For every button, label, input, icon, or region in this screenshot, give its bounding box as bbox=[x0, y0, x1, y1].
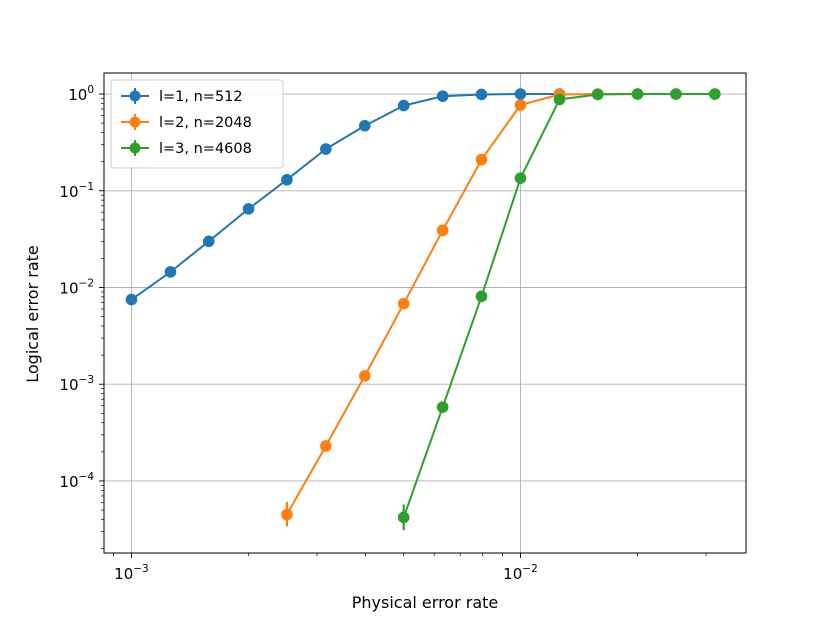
data-point bbox=[631, 88, 644, 100]
y-tick-label: 10−3 bbox=[59, 374, 94, 394]
legend-box bbox=[110, 79, 284, 169]
legend-swatch-marker bbox=[129, 90, 141, 102]
y-axis-label: Logical error rate bbox=[23, 245, 42, 382]
data-point bbox=[397, 511, 410, 524]
data-point bbox=[709, 88, 721, 100]
legend-label: l=3, n=4608 bbox=[159, 141, 252, 157]
x-axis-label: Physical error rate bbox=[352, 593, 499, 612]
data-point bbox=[281, 173, 293, 186]
y-tick-label: 10−1 bbox=[59, 181, 94, 201]
data-point bbox=[475, 153, 488, 166]
data-point bbox=[397, 297, 410, 310]
data-point bbox=[514, 99, 527, 111]
data-point bbox=[436, 224, 449, 237]
data-point bbox=[359, 370, 371, 382]
data-point bbox=[397, 99, 410, 112]
data-point bbox=[670, 88, 682, 100]
legend-label: l=2, n=2048 bbox=[159, 115, 252, 131]
series-3 bbox=[397, 88, 721, 531]
x-axis-ticks: 10−3 10−2 bbox=[114, 553, 538, 583]
data-point bbox=[359, 119, 371, 132]
x-tick-label: 10−3 bbox=[114, 563, 149, 583]
series-line bbox=[402, 93, 715, 518]
legend-item: l=3, n=4608 bbox=[121, 140, 252, 157]
data-point bbox=[125, 293, 138, 306]
data-point bbox=[281, 508, 293, 521]
data-point bbox=[164, 266, 177, 278]
data-point bbox=[436, 90, 449, 102]
legend-label: l=1, n=512 bbox=[159, 89, 243, 105]
legend-swatch-marker bbox=[129, 116, 141, 128]
data-point bbox=[591, 88, 604, 101]
y-axis-ticks: 100 10−1 10−2 10−3 10−4 bbox=[59, 84, 104, 491]
series-line bbox=[286, 93, 715, 515]
y-tick-label: 100 bbox=[68, 84, 94, 104]
series-1 bbox=[125, 88, 566, 306]
data-point bbox=[514, 88, 527, 100]
data-point bbox=[475, 88, 488, 101]
data-point bbox=[202, 235, 215, 248]
series-line bbox=[130, 93, 560, 301]
legend-swatch-marker bbox=[129, 142, 141, 154]
data-point bbox=[242, 203, 255, 215]
data-point bbox=[514, 172, 527, 184]
y-tick-label: 10−2 bbox=[59, 277, 94, 297]
legend: l=1, n=512 l=2, n=2048 l=3, n=4608 bbox=[110, 79, 284, 169]
data-point bbox=[475, 290, 488, 303]
y-tick-label: 10−4 bbox=[59, 471, 94, 491]
series-layer bbox=[125, 88, 721, 531]
legend-item: l=1, n=512 bbox=[121, 88, 243, 105]
data-point bbox=[553, 93, 566, 106]
data-point bbox=[320, 440, 332, 452]
x-tick-label: 10−2 bbox=[503, 563, 538, 583]
data-point bbox=[436, 401, 449, 413]
series-2 bbox=[281, 88, 721, 527]
legend-item: l=2, n=2048 bbox=[121, 114, 252, 131]
plot-frame bbox=[103, 72, 747, 554]
data-point bbox=[320, 143, 332, 155]
